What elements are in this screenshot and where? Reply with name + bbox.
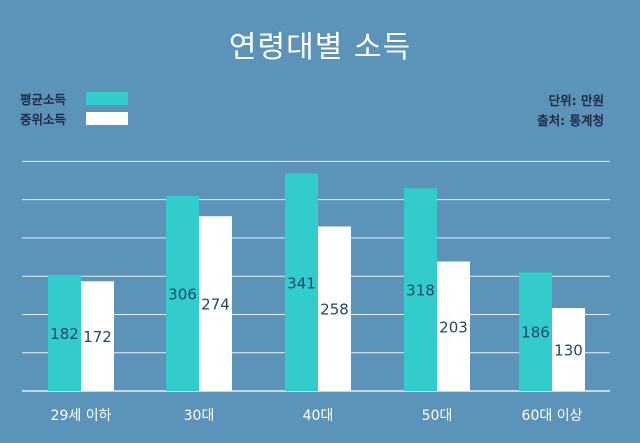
x-tick-label: 60대 이상 — [522, 408, 583, 424]
bar-median-2 — [318, 226, 351, 391]
data-label-median-0: 172 — [83, 328, 112, 346]
data-label-mean-2: 341 — [287, 274, 316, 292]
bar-mean-4 — [519, 272, 552, 391]
chart-title: 연령대별 소득 — [228, 30, 412, 65]
legend-swatch-median — [86, 111, 128, 125]
data-label-median-1: 274 — [201, 296, 230, 314]
bar-mean-3 — [404, 188, 437, 391]
x-tick-label: 40대 — [303, 408, 334, 424]
bar-mean-2 — [285, 173, 318, 391]
data-label-median-4: 130 — [554, 342, 583, 360]
data-label-median-3: 203 — [439, 318, 468, 336]
legend-item-mean: 평균소득 — [20, 90, 128, 107]
legend-item-median: 중위소득 — [20, 110, 128, 127]
bar-median-1 — [199, 216, 232, 391]
legend-swatch-mean — [86, 91, 128, 105]
x-tick-label: 30대 — [184, 408, 215, 424]
bar-median-0 — [81, 281, 114, 391]
legend-label-mean: 평균소득 — [20, 91, 67, 107]
source-note: 출처: 통계청 — [537, 113, 604, 128]
data-label-mean-1: 306 — [168, 285, 197, 303]
data-label-median-2: 258 — [320, 301, 349, 319]
data-label-mean-4: 186 — [521, 324, 550, 342]
data-label-mean-0: 182 — [50, 325, 79, 343]
unit-note: 단위: 만원 — [548, 93, 604, 108]
x-tick-label: 29세 이하 — [51, 408, 112, 424]
legend-label-median: 중위소득 — [20, 111, 67, 127]
bar-median-4 — [552, 308, 585, 391]
bar-median-3 — [437, 261, 470, 391]
bar-mean-0 — [48, 274, 81, 391]
data-label-mean-3: 318 — [406, 282, 435, 300]
x-tick-label: 50대 — [422, 408, 453, 424]
bar-mean-1 — [166, 195, 199, 391]
